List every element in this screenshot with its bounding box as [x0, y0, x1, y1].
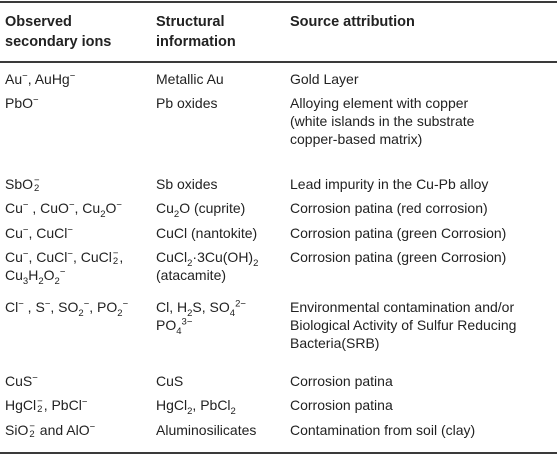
row-1-structure: Pb oxides	[156, 95, 218, 111]
row-9-ions: SiO −2 and AlO−	[5, 421, 96, 441]
row-2-source: Lead impurity in the Cu-Pb alloy	[290, 176, 489, 192]
row-5-structure: CuCl2·3Cu(OH)2 (atacamite)	[156, 249, 259, 283]
row-1-source: Alloying element with copper (white isla…	[290, 95, 475, 147]
row-8-source: Corrosion patina	[290, 397, 393, 413]
row-1-ions: PbO−	[5, 94, 39, 111]
header-observed-ions: Observed secondary ions	[5, 14, 112, 50]
row-4-structure: CuCl (nantokite)	[156, 225, 258, 241]
row-2-ions: SbO −2	[5, 175, 40, 195]
table-bottom-rule	[0, 452, 557, 454]
row-8-ions: HgCl −2, PbCl−	[5, 396, 88, 416]
row-3-source: Corrosion patina (red corrosion)	[290, 200, 488, 216]
header-source-attribution: Source attribution	[290, 14, 415, 30]
row-9-source: Contamination from soil (clay)	[290, 422, 476, 438]
row-4-ions: Cu−, CuCl−	[5, 224, 73, 241]
row-3-ions: Cu− , CuO−, Cu2O−	[5, 199, 122, 220]
row-4-source: Corrosion patina (green Corrosion)	[290, 225, 507, 241]
row-2-structure: Sb oxides	[156, 176, 218, 192]
row-6-structure: Cl, H2S, SO42− PO43−	[156, 298, 246, 337]
row-0-ions: Au−, AuHg−	[5, 70, 76, 87]
row-7-source: Corrosion patina	[290, 373, 393, 389]
row-0-structure: Metallic Au	[156, 71, 224, 87]
row-9-structure: Aluminosilicates	[156, 422, 257, 438]
row-5-source: Corrosion patina (green Corrosion)	[290, 249, 507, 265]
row-6-source: Environmental contamination and/or Biolo…	[290, 299, 517, 351]
row-0-source: Gold Layer	[290, 71, 359, 87]
row-7-ions: CuS−	[5, 372, 38, 389]
row-8-structure: HgCl2, PbCl2	[156, 397, 236, 417]
row-6-ions: Cl− , S−, SO2−, PO2−	[5, 298, 129, 319]
row-5-ions: Cu−, CuCl−, CuCl −2, Cu3H2O2−	[5, 248, 124, 288]
header-bottom-rule	[0, 61, 557, 63]
header-structural-information: Structural information	[156, 14, 236, 50]
table-top-rule	[0, 1, 557, 3]
row-7-structure: CuS	[156, 373, 184, 389]
row-3-structure: Cu2O (cuprite)	[156, 200, 246, 220]
